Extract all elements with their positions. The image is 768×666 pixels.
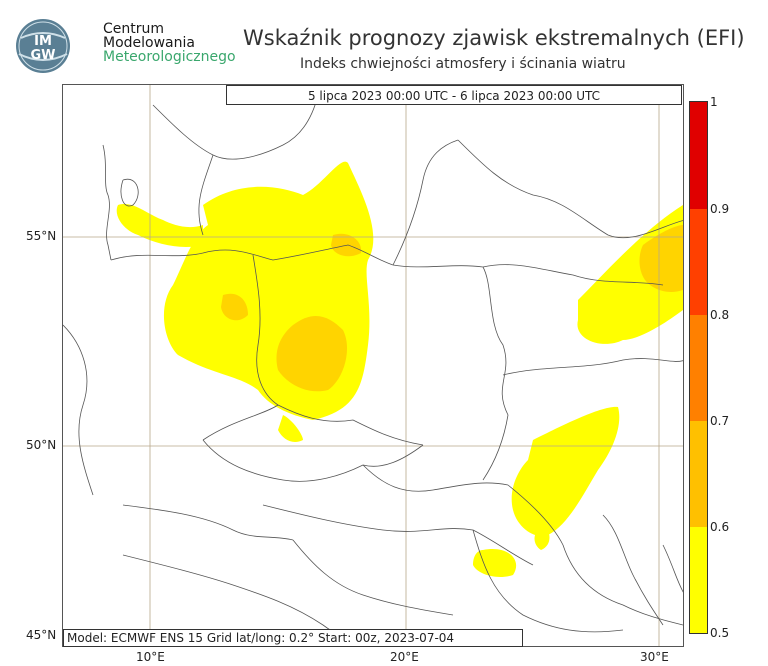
svg-text:IM: IM	[34, 34, 52, 49]
borders-and-coastlines	[63, 94, 683, 646]
colorbar-tick-0.8: 0.8	[710, 308, 730, 322]
valid-period-box: 5 lipca 2023 00:00 UTC - 6 lipca 2023 00…	[226, 85, 682, 105]
imgw-logo: IM GW	[16, 19, 70, 73]
institute-line-3: Meteorologicznego	[103, 49, 236, 65]
colorbar-segment-0.5-0.6	[690, 527, 707, 633]
colorbar-segment-0.8-0.9	[690, 209, 707, 315]
institute-name: Centrum Modelowania Meteorologicznego	[103, 22, 236, 64]
colorbar-tick-0.7: 0.7	[710, 414, 730, 428]
colorbar-tick-0.6: 0.6	[710, 520, 730, 534]
institute-line-1: Centrum	[103, 21, 165, 37]
colorbar-tick-0.5: 0.5	[710, 626, 730, 640]
svg-text:GW: GW	[30, 48, 55, 63]
efi-field-0.5-0.6	[116, 161, 683, 577]
lat-label-55: 55°N	[26, 229, 57, 243]
efi-colorbar	[689, 101, 708, 634]
colorbar-segment-0.7-0.8	[690, 315, 707, 421]
page-subtitle: Indeks chwiejności atmosfery i ścinania …	[300, 56, 626, 72]
colorbar-tick-1: 1	[710, 95, 718, 109]
colorbar-segment-0.9-1	[690, 102, 707, 209]
lat-label-50: 50°N	[26, 438, 57, 452]
institute-line-2: Modelowania	[103, 35, 195, 51]
lon-label-20: 20°E	[390, 650, 419, 664]
model-info-box: Model: ECMWF ENS 15 Grid lat/long: 0.2° …	[63, 629, 523, 647]
lon-label-30: 30°E	[640, 650, 669, 664]
page-title: Wskaźnik prognozy zjawisk ekstremalnych …	[243, 26, 745, 50]
efi-map	[62, 84, 684, 647]
lon-label-10: 10°E	[136, 650, 165, 664]
colorbar-tick-0.9: 0.9	[710, 202, 730, 216]
lat-label-45: 45°N	[26, 628, 57, 642]
efi-field-0.6-0.7	[221, 225, 683, 392]
graticule	[63, 85, 683, 646]
colorbar-segment-0.6-0.7	[690, 421, 707, 527]
